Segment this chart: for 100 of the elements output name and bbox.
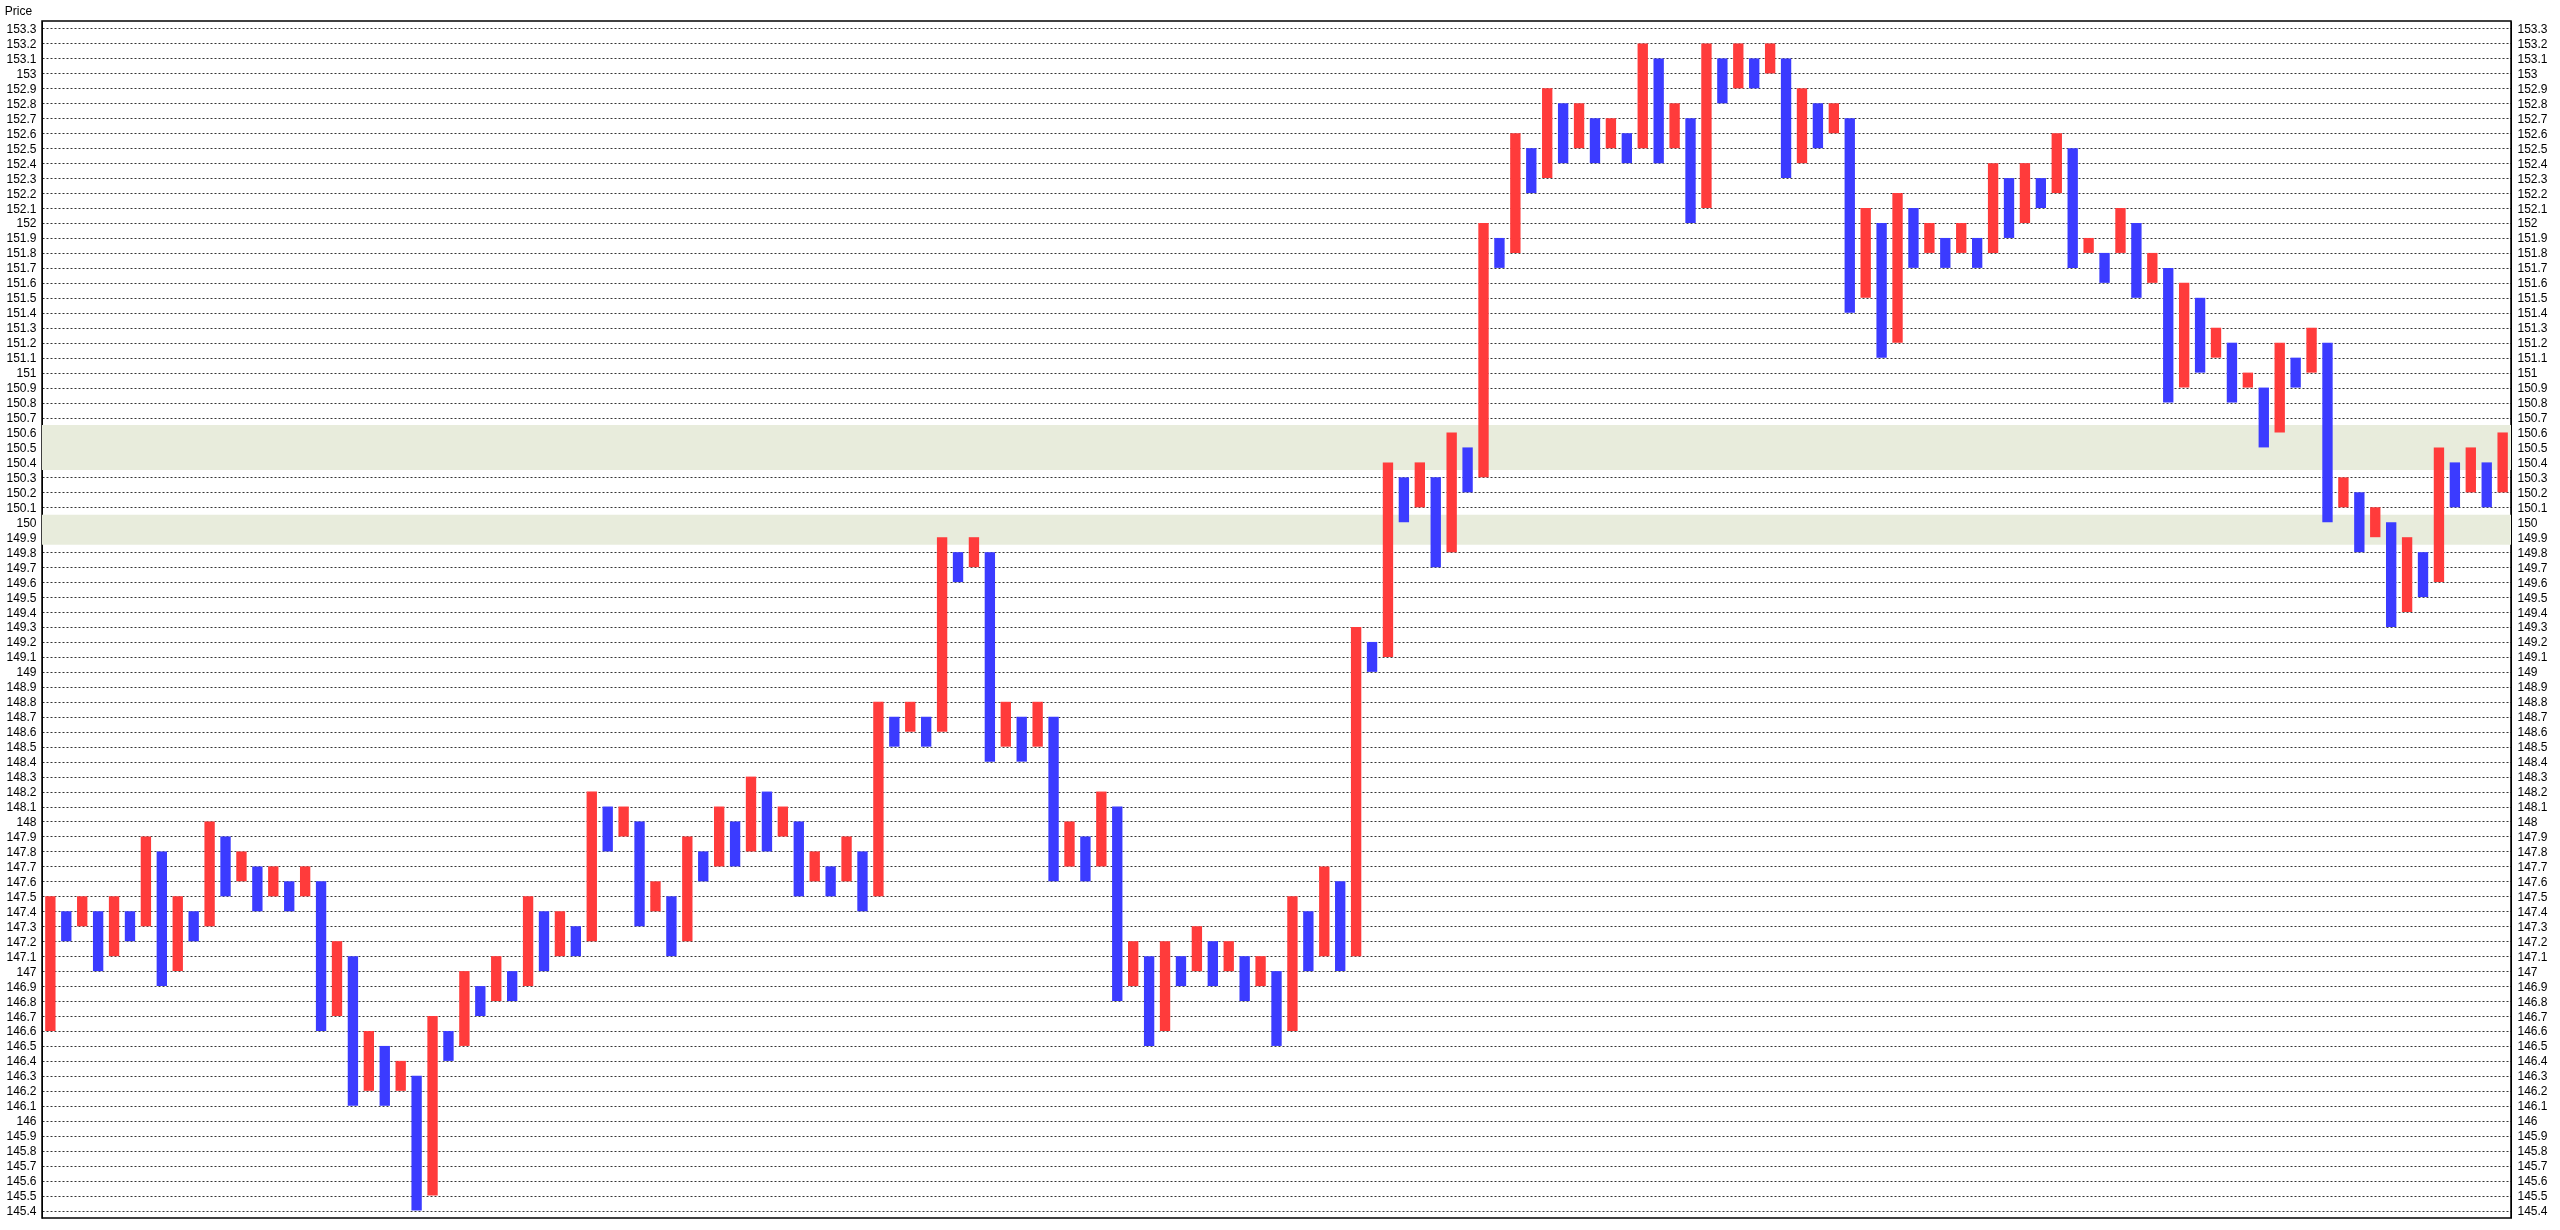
- bar: [299, 866, 311, 897]
- y-tick-label: 150.6: [6, 425, 37, 440]
- y-tick-label: 152.1: [6, 201, 37, 216]
- y-tick-label: 146.5: [6, 1039, 37, 1054]
- y-tick-label: 146.9: [6, 979, 37, 994]
- bar: [1064, 821, 1075, 867]
- y-tick-label: 148.6: [6, 725, 37, 740]
- y-tick-label: 145.9: [6, 1129, 37, 1144]
- y-axis-title: Price: [4, 3, 33, 18]
- y2-tick-label: 145.5: [2517, 1189, 2548, 1204]
- y2-tick-label: 152: [2517, 216, 2538, 231]
- bar: [315, 881, 327, 1031]
- y-tick-label: 146.6: [6, 1024, 37, 1039]
- y2-tick-label: 150.3: [2517, 470, 2548, 485]
- bar: [1701, 43, 1712, 209]
- y2-tick-label: 152.7: [2517, 111, 2548, 126]
- y-tick-label: 152.2: [6, 186, 37, 201]
- bar: [475, 986, 486, 1017]
- y-tick-label: 152.9: [6, 81, 37, 96]
- y2-tick-label: 150.6: [2517, 425, 2548, 440]
- y-tick-label: 148.3: [6, 770, 37, 785]
- y2-tick-label: 151: [2517, 366, 2538, 381]
- y-tick-label: 149.4: [6, 605, 37, 620]
- y2-tick-label: 147.5: [2517, 889, 2548, 904]
- bar: [1175, 956, 1187, 987]
- y-tick-label: 148.9: [6, 680, 37, 695]
- bar: [491, 956, 502, 1002]
- y2-tick-label: 145.4: [2517, 1204, 2548, 1219]
- bar: [140, 836, 152, 927]
- y2-tick-label: 147.1: [2517, 949, 2548, 964]
- bar: [1764, 43, 1776, 74]
- bar: [936, 537, 948, 732]
- y2-tick-label: 148: [2517, 814, 2538, 829]
- bar: [1303, 911, 1314, 972]
- bar: [1032, 701, 1043, 747]
- bar: [108, 896, 120, 957]
- y2-tick-label: 148.6: [2517, 725, 2548, 740]
- y2-tick-label: 145.9: [2517, 1129, 2548, 1144]
- y2-tick-label: 146.4: [2517, 1054, 2548, 1069]
- bar: [1080, 836, 1091, 882]
- y2-tick-label: 150.1: [2517, 500, 2548, 515]
- y2-tick-label: 150: [2517, 515, 2538, 530]
- bar: [1207, 941, 1218, 987]
- y2-tick-label: 150.9: [2517, 381, 2548, 396]
- bar: [2019, 163, 2031, 223]
- bar: [1223, 941, 1234, 972]
- bar: [1287, 896, 1298, 1031]
- bar: [1462, 447, 1473, 493]
- bar: [443, 1030, 454, 1061]
- bar: [2401, 537, 2413, 613]
- bar: [2386, 522, 2397, 627]
- bar: [1159, 941, 1171, 1031]
- y2-tick-label: 153.2: [2517, 36, 2548, 51]
- bar: [2274, 342, 2285, 433]
- y-tick-label: 145.4: [6, 1204, 37, 1219]
- y-tick-label: 152.7: [6, 111, 37, 126]
- bar: [1637, 43, 1648, 149]
- y-tick-label: 153.2: [6, 36, 37, 51]
- bar: [1350, 626, 1362, 957]
- bar: [2322, 342, 2333, 523]
- y-tick-label: 147.7: [6, 859, 37, 874]
- y2-tick-label: 149: [2517, 665, 2538, 680]
- y-tick-label: 152.5: [6, 141, 37, 156]
- y-tick-label: 148.2: [6, 785, 37, 800]
- bar: [1971, 237, 1983, 268]
- y2-tick-label: 147.7: [2517, 859, 2548, 874]
- bar: [2370, 507, 2381, 538]
- bar: [252, 866, 263, 912]
- bar: [698, 851, 709, 882]
- bar: [2354, 492, 2365, 553]
- y2-tick-label: 149.5: [2517, 590, 2548, 605]
- bar: [2051, 133, 2062, 194]
- bar: [2163, 267, 2174, 403]
- y-tick-label: 148.8: [6, 695, 37, 710]
- bar: [1494, 237, 1505, 268]
- y-tick-label: 145.7: [6, 1159, 37, 1174]
- y-tick-label: 148: [16, 814, 37, 829]
- bar: [2242, 372, 2254, 388]
- bar: [331, 941, 343, 1017]
- y2-tick-label: 152.4: [2517, 156, 2548, 171]
- bar: [825, 866, 836, 897]
- bar: [284, 881, 295, 912]
- bar: [1319, 866, 1330, 957]
- y2-tick-label: 153: [2517, 66, 2538, 81]
- bar: [1048, 716, 1059, 882]
- y-tick-label: 151.6: [6, 276, 37, 291]
- bar: [1016, 716, 1027, 762]
- bar: [905, 701, 916, 732]
- bar: [1589, 118, 1601, 164]
- y-tick-label: 150: [16, 515, 37, 530]
- y-tick-label: 149.9: [6, 530, 37, 545]
- bar: [554, 911, 566, 957]
- bar: [2147, 252, 2158, 283]
- y2-tick-label: 152.9: [2517, 81, 2548, 96]
- bar: [2035, 178, 2047, 209]
- bar: [682, 836, 693, 942]
- bar: [586, 791, 597, 942]
- y2-tick-label: 151.8: [2517, 246, 2548, 261]
- bar: [1573, 103, 1585, 149]
- bar: [1112, 806, 1123, 1002]
